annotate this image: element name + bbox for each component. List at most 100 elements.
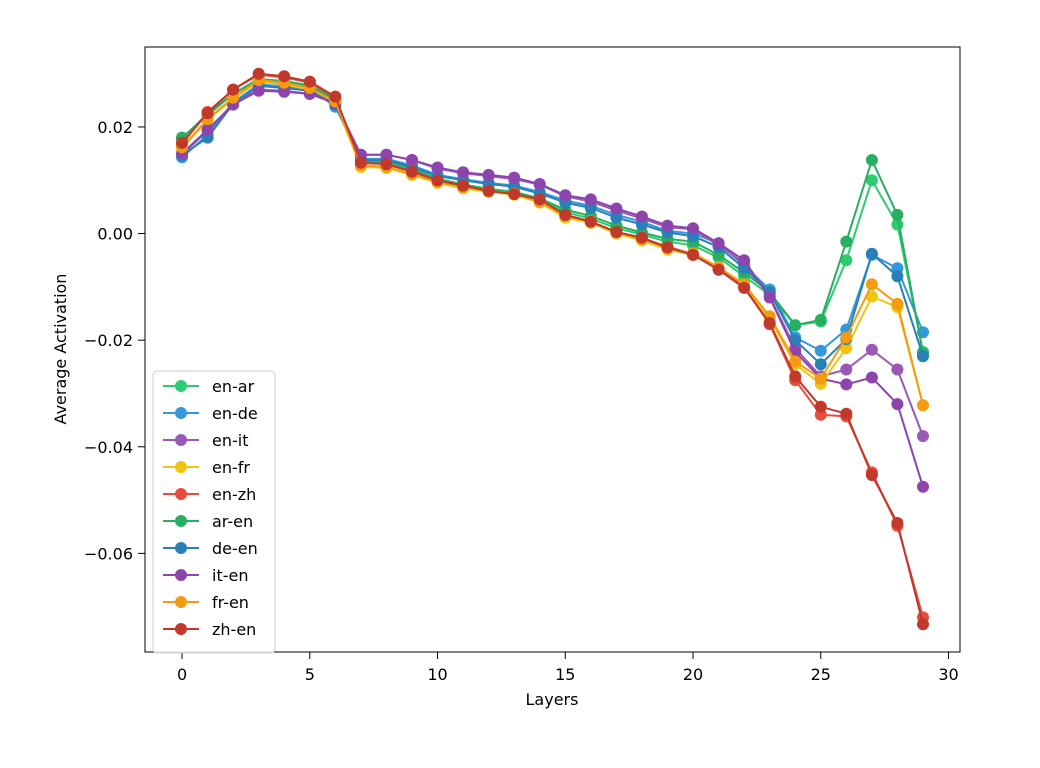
series-layer: [176, 67, 929, 631]
legend-label: fr-en: [212, 593, 249, 612]
data-point: [917, 618, 929, 631]
data-point: [712, 263, 725, 276]
x-tick-label: 0: [177, 665, 187, 684]
legend-marker: [175, 407, 187, 419]
data-point: [610, 202, 623, 215]
data-point: [789, 319, 802, 332]
data-point: [789, 370, 802, 383]
data-point: [840, 378, 853, 391]
data-point: [252, 84, 265, 97]
y-axis: 0.02 0.00 −0.02 −0.04 −0.06: [84, 118, 145, 563]
x-tick-label: 25: [811, 665, 831, 684]
data-point: [687, 248, 699, 261]
y-tick-label: 0.00: [97, 225, 133, 244]
legend-label: en-fr: [212, 458, 250, 477]
data-point: [814, 372, 827, 385]
data-point: [661, 241, 674, 254]
data-point: [201, 107, 214, 120]
data-point: [610, 226, 623, 238]
legend-label: de-en: [212, 539, 258, 558]
y-tick-label: −0.04: [84, 438, 133, 457]
legend-label: en-ar: [212, 377, 255, 396]
x-axis: 0 5 10 15 20 25 30: [177, 652, 959, 684]
data-point: [252, 67, 265, 80]
data-point: [559, 208, 572, 221]
data-point: [406, 165, 418, 178]
data-point: [457, 179, 470, 192]
data-point: [635, 231, 648, 244]
legend-label: en-zh: [212, 485, 256, 504]
data-point: [584, 202, 597, 214]
legend-marker: [175, 569, 187, 581]
data-point: [508, 188, 521, 201]
data-point: [227, 83, 240, 96]
data-point: [865, 247, 878, 260]
data-point: [814, 313, 827, 326]
data-point: [380, 158, 393, 171]
data-point: [917, 430, 929, 443]
y-tick-label: −0.02: [84, 331, 133, 350]
data-point: [917, 399, 929, 412]
data-point: [840, 235, 853, 248]
data-point: [738, 254, 751, 267]
data-point: [891, 363, 904, 376]
data-point: [482, 184, 495, 197]
legend-marker: [175, 542, 187, 554]
series-it-en: [176, 84, 929, 493]
data-point: [891, 208, 904, 221]
x-tick-label: 15: [555, 665, 575, 684]
data-point: [533, 178, 546, 190]
data-point: [508, 171, 521, 184]
data-point: [865, 290, 878, 303]
legend-label: ar-en: [212, 512, 253, 531]
data-point: [661, 219, 674, 232]
data-point: [278, 85, 291, 98]
data-point: [840, 254, 853, 267]
legend-item-en-fr: en-fr: [163, 458, 250, 477]
legend-marker: [175, 623, 187, 635]
data-point: [917, 480, 929, 493]
data-point: [584, 215, 597, 228]
data-point: [814, 400, 827, 413]
data-point: [176, 136, 188, 149]
data-point: [584, 193, 597, 206]
data-point: [559, 189, 572, 202]
x-tick-label: 10: [427, 665, 447, 684]
data-point: [354, 156, 367, 169]
data-point: [891, 398, 904, 411]
data-point: [610, 211, 623, 224]
data-point: [840, 342, 853, 355]
data-point: [814, 344, 827, 357]
data-point: [406, 154, 418, 166]
data-point: [865, 371, 878, 384]
data-point: [329, 90, 342, 103]
legend-marker: [175, 596, 187, 608]
legend-label: en-de: [212, 404, 258, 423]
data-point: [763, 291, 776, 304]
data-point: [482, 168, 495, 181]
legend-item-ar-en: ar-en: [163, 512, 253, 531]
y-tick-label: 0.02: [97, 118, 133, 137]
legend-marker: [175, 515, 187, 527]
data-point: [738, 281, 751, 294]
data-point: [431, 174, 444, 187]
x-tick-label: 5: [305, 665, 315, 684]
plot-frame: [144, 46, 961, 653]
data-point: [380, 148, 393, 161]
legend-label: zh-en: [212, 620, 256, 639]
data-point: [865, 154, 878, 166]
legend-marker: [175, 488, 187, 500]
data-point: [635, 210, 648, 223]
legend-item-it-en: it-en: [163, 566, 248, 585]
series-zh-en: [176, 67, 929, 631]
legend-item-en-it: en-it: [163, 431, 248, 450]
legend: en-ar en-de en-it en-fr en-zh ar-en de-en it-en…: [152, 370, 276, 654]
y-axis-label: Average Activation: [51, 274, 70, 425]
data-point: [457, 166, 470, 179]
data-point: [303, 75, 316, 88]
legend-marker: [175, 380, 187, 392]
data-point: [917, 350, 929, 363]
data-point: [840, 331, 853, 344]
data-point: [431, 161, 444, 174]
data-point: [712, 237, 725, 250]
